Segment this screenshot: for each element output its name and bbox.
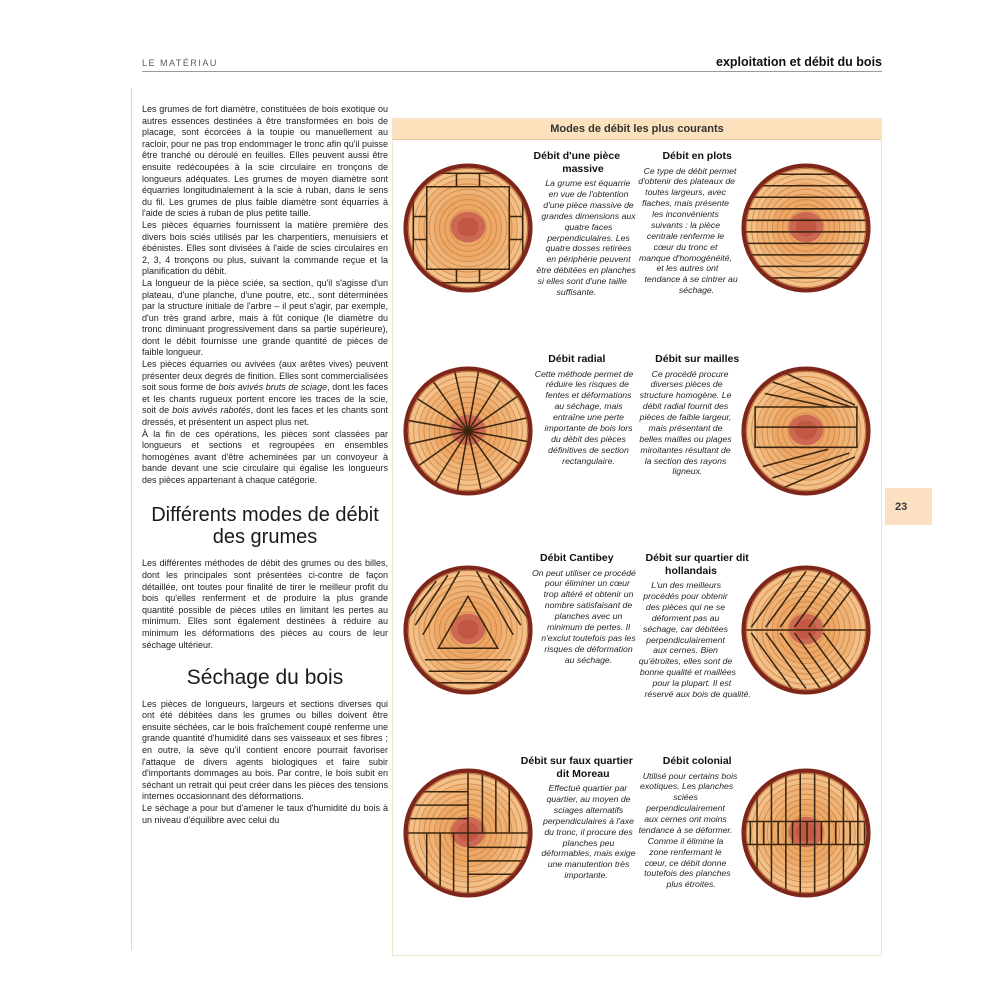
figure-cell-colonial: Débit colonial Utilisé pour certains bois…	[637, 748, 878, 970]
figure-caption: Ce type de débit permet d'obtenir des pl…	[638, 165, 738, 296]
figure-caption: La grume est équarrie en vue de l'obtent…	[536, 178, 636, 297]
body-paragraph: Les grumes de fort diamètre, constituées…	[142, 104, 388, 219]
figure-caption: Cette méthode permet de réduire les risq…	[534, 368, 634, 466]
figure-cell-mailles: Débit sur mailles Ce procédé procure dive…	[637, 346, 878, 545]
page-edge-line	[131, 88, 132, 950]
body-paragraph: Les différentes méthodes de débit des gr…	[142, 558, 388, 650]
figure-cell-radial: Débit radial Cette méthode permet de rédu…	[396, 346, 637, 545]
page-number-badge: 23	[885, 488, 932, 525]
running-head-left: LE MATÉRIAU	[142, 58, 218, 68]
log-cross-section-plots	[741, 163, 871, 293]
figure-caption: L'un des meilleurs procédés pour obtenir…	[638, 580, 751, 699]
log-cross-section-moreau	[403, 768, 533, 898]
log-cross-section-massive	[403, 163, 533, 293]
figure-title: Débit sur mailles	[655, 353, 740, 365]
log-cross-section-mailles	[741, 366, 871, 496]
figure-caption: On peut utiliser ce procédé pour élimine…	[532, 567, 636, 665]
figure-caption: Utilisé pour certains bois exotiques. Le…	[638, 770, 738, 890]
body-paragraph: Les pièces équarries fournissent la mati…	[142, 219, 388, 277]
log-cross-section-colonial	[741, 768, 871, 898]
body-paragraph: À la fin de ces opérations, les pièces s…	[142, 428, 388, 485]
page-header: LE MATÉRIAU exploitation et débit du boi…	[142, 50, 882, 72]
debit-modes-panel: Modes de débit les plus courants Débit d…	[392, 118, 882, 956]
section1-paragraphs: Les différentes méthodes de débit des gr…	[142, 558, 388, 651]
log-cross-section-radial	[403, 366, 533, 496]
figure-title: Débit Cantibey	[540, 552, 614, 564]
panel-title: Modes de débit les plus courants	[393, 119, 881, 140]
left-column: Les grumes de fort diamètre, constituées…	[142, 104, 388, 826]
intro-paragraphs: Les grumes de fort diamètre, constituées…	[142, 104, 388, 487]
figure-cell-cantibey: Débit Cantibey On peut utiliser ce procéd…	[396, 545, 637, 748]
figure-caption: Effectué quartier par quartier, au moyen…	[541, 783, 636, 881]
figure-title: Débit sur faux quartier dit Moreau	[520, 755, 633, 780]
section-title-sechage: Séchage du bois	[186, 666, 344, 690]
figure-cell-hollandais: Débit sur quartier dit hollandais L'un de…	[637, 545, 878, 748]
section2-paragraphs: Les pièces de longueurs, largeurs et sec…	[142, 699, 388, 827]
figure-title: Débit colonial	[662, 755, 732, 767]
figure-cell-massive: Débit d'une pièce massive La grume est éq…	[396, 143, 637, 346]
body-paragraph: Les pièces équarries ou avivées (aux arê…	[142, 359, 388, 428]
log-cross-section-hollandais	[741, 565, 871, 695]
body-paragraph: Le séchage a pour but d'amener le taux d…	[142, 802, 388, 825]
running-head-right: exploitation et débit du bois	[716, 55, 882, 69]
figure-title: Débit en plots	[662, 150, 732, 162]
figure-cell-plots: Débit en plots Ce type de débit permet d'…	[637, 143, 878, 346]
figure-title: Débit radial	[548, 353, 606, 365]
figure-title: Débit d'une pièce massive	[533, 150, 621, 175]
figure-title: Débit sur quartier dit hollandais	[645, 552, 749, 577]
figure-cell-moreau: Débit sur faux quartier dit Moreau Effect…	[396, 748, 637, 970]
body-paragraph: La longueur de la pièce sciée, sa sectio…	[142, 277, 388, 358]
body-paragraph: Les pièces de longueurs, largeurs et sec…	[142, 698, 388, 802]
section-title-modes-de-debit: Différents modes de débit des grumes	[151, 503, 379, 548]
log-cross-section-cantibey	[403, 565, 533, 695]
figures-grid: Débit d'une pièce massive La grume est éq…	[393, 140, 881, 970]
figure-caption: Ce procédé procure diverses pièces de st…	[639, 368, 732, 477]
